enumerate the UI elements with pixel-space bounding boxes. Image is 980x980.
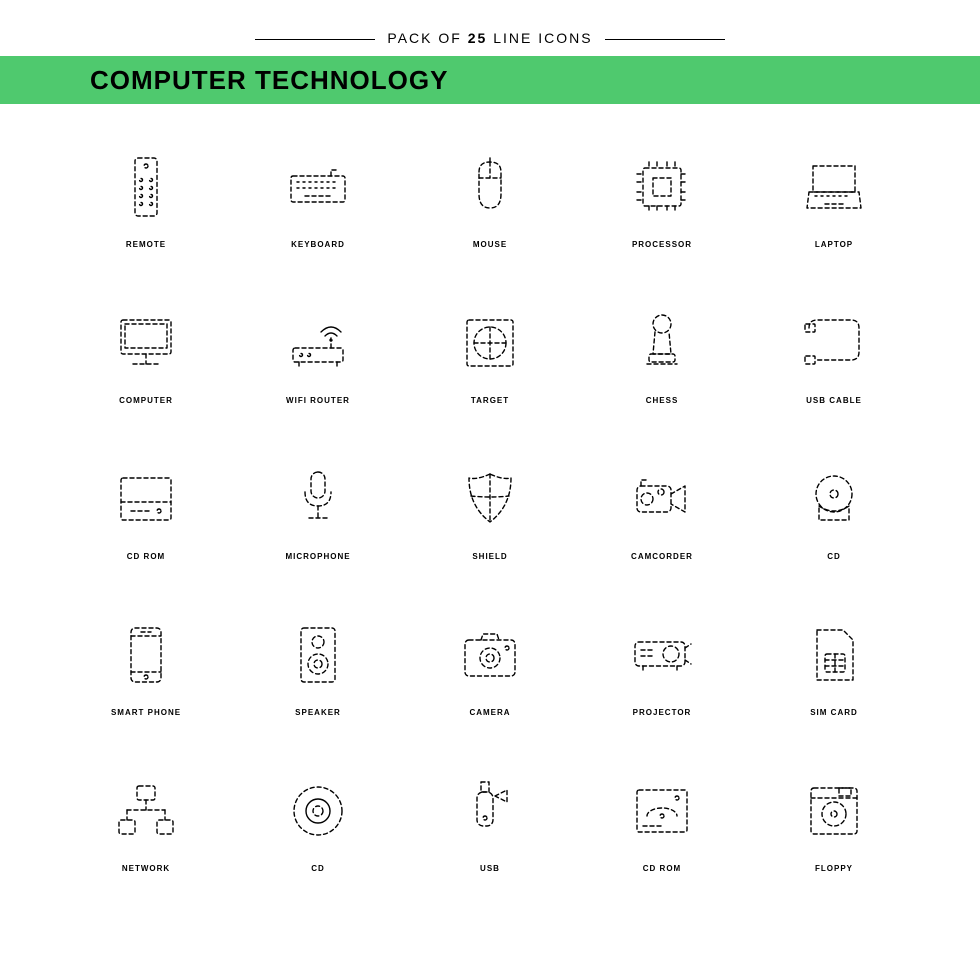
icon-label: CAMCORDER [631, 552, 693, 561]
cd-icon [795, 460, 873, 538]
icon-cell-cd: CD [748, 446, 920, 602]
icon-label: REMOTE [126, 240, 166, 249]
wifi-router-icon [279, 304, 357, 382]
icon-cell-usb: USB [404, 758, 576, 914]
icon-grid: REMOTE KEYBOARD MOUSE PROCESSOR LAPTOP COMPUT… [0, 104, 980, 954]
processor-icon [623, 148, 701, 226]
projector-icon [623, 616, 701, 694]
floppy-icon [795, 772, 873, 850]
icon-label: USB [480, 864, 500, 873]
network-icon [107, 772, 185, 850]
icon-label: CAMERA [469, 708, 510, 717]
target-icon [451, 304, 529, 382]
cd-rom2-icon [623, 772, 701, 850]
microphone-icon [279, 460, 357, 538]
remote-icon [107, 148, 185, 226]
icon-cell-computer: COMPUTER [60, 290, 232, 446]
icon-label: WIFI ROUTER [286, 396, 350, 405]
icon-cell-chess: CHESS [576, 290, 748, 446]
mouse-icon [451, 148, 529, 226]
icon-label: CD [311, 864, 325, 873]
icon-cell-target: TARGET [404, 290, 576, 446]
page-title: Computer Technology [90, 65, 448, 96]
header: PACK OF 25 LINE ICONS Computer Technolog… [0, 0, 980, 104]
icon-cell-usb-cable: USB CABLE [748, 290, 920, 446]
icon-cell-camera: CAMERA [404, 602, 576, 758]
icon-label: NETWORK [122, 864, 170, 873]
icon-cell-processor: PROCESSOR [576, 134, 748, 290]
icon-cell-smart-phone: SMART PHONE [60, 602, 232, 758]
title-banner: Computer Technology [0, 56, 980, 104]
icon-cell-laptop: LAPTOP [748, 134, 920, 290]
icon-label: USB CABLE [806, 396, 862, 405]
laptop-icon [795, 148, 873, 226]
icon-label: CHESS [646, 396, 679, 405]
icon-cell-wifi-router: WIFI ROUTER [232, 290, 404, 446]
icon-label: PROCESSOR [632, 240, 692, 249]
cd-rom-icon [107, 460, 185, 538]
icon-label: SHIELD [472, 552, 507, 561]
keyboard-icon [279, 148, 357, 226]
icon-label: CD [827, 552, 841, 561]
camera-icon [451, 616, 529, 694]
icon-label: CD ROM [127, 552, 165, 561]
icon-label: MOUSE [473, 240, 507, 249]
icon-cell-speaker: SPEAKER [232, 602, 404, 758]
icon-cell-projector: PROJECTOR [576, 602, 748, 758]
icon-cell-shield: SHIELD [404, 446, 576, 602]
icon-label: TARGET [471, 396, 509, 405]
icon-label: MICROPHONE [285, 552, 350, 561]
computer-icon [107, 304, 185, 382]
icon-cell-remote: REMOTE [60, 134, 232, 290]
icon-cell-cd-rom2: CD ROM [576, 758, 748, 914]
icon-cell-cd2: CD [232, 758, 404, 914]
icon-cell-mouse: MOUSE [404, 134, 576, 290]
icon-label: COMPUTER [119, 396, 173, 405]
icon-label: LAPTOP [815, 240, 853, 249]
smart-phone-icon [107, 616, 185, 694]
icon-cell-network: NETWORK [60, 758, 232, 914]
usb-cable-icon [795, 304, 873, 382]
icon-cell-floppy: FLOPPY [748, 758, 920, 914]
chess-icon [623, 304, 701, 382]
icon-cell-cd-rom: CD ROM [60, 446, 232, 602]
icon-label: FLOPPY [815, 864, 853, 873]
icon-label: CD ROM [643, 864, 681, 873]
sim-card-icon [795, 616, 873, 694]
icon-label: SMART PHONE [111, 708, 181, 717]
icon-cell-microphone: MICROPHONE [232, 446, 404, 602]
icon-label: PROJECTOR [633, 708, 692, 717]
cd2-icon [279, 772, 357, 850]
icon-label: KEYBOARD [291, 240, 345, 249]
icon-label: SPEAKER [295, 708, 341, 717]
camcorder-icon [623, 460, 701, 538]
icon-cell-keyboard: KEYBOARD [232, 134, 404, 290]
icon-cell-sim-card: SIM CARD [748, 602, 920, 758]
shield-icon [451, 460, 529, 538]
usb-icon [451, 772, 529, 850]
subtitle: PACK OF 25 LINE ICONS [0, 30, 980, 46]
icon-label: SIM CARD [810, 708, 858, 717]
icon-cell-camcorder: CAMCORDER [576, 446, 748, 602]
speaker-icon [279, 616, 357, 694]
